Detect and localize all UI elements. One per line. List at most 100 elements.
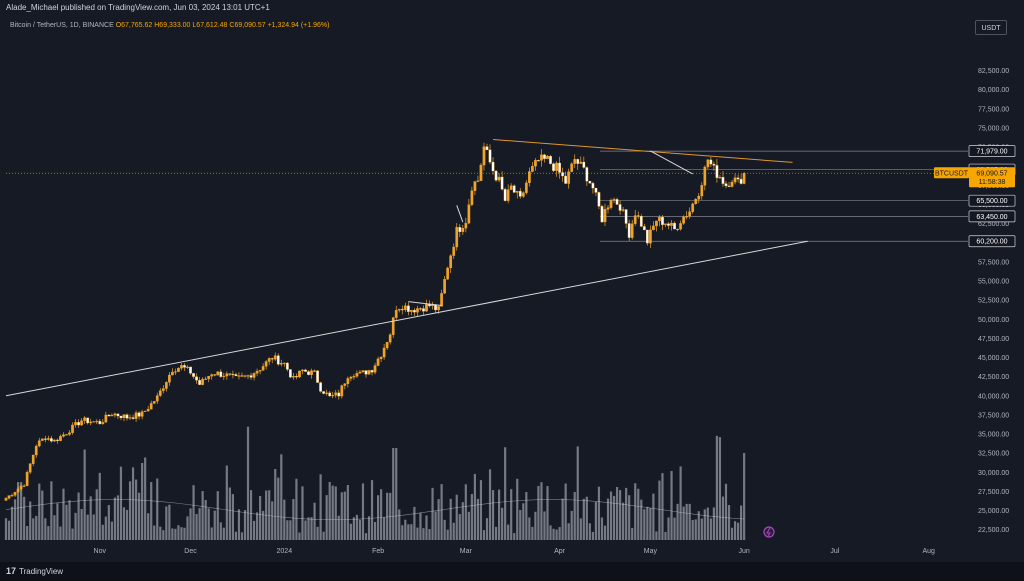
candle-body	[606, 207, 610, 210]
volume-bar	[549, 525, 552, 540]
volume-average-line	[5, 499, 745, 521]
volume-bar	[380, 489, 383, 540]
candle-body	[310, 370, 313, 375]
candle-body	[721, 177, 725, 184]
candle-body	[688, 211, 692, 217]
volume-bar	[240, 532, 244, 540]
volume-bar	[110, 521, 113, 540]
candle-body	[691, 203, 695, 212]
candle-body	[658, 216, 661, 222]
candle-body	[410, 310, 413, 312]
candle-body	[177, 367, 180, 372]
candle-body	[500, 176, 504, 190]
candle-body	[506, 189, 510, 201]
volume-bar	[736, 522, 740, 540]
volume-bar	[428, 529, 431, 540]
x-tick-label: 2024	[277, 548, 293, 555]
candle-body	[276, 355, 280, 365]
volume-bar	[561, 498, 564, 540]
volume-bar	[588, 523, 591, 540]
symbol-title[interactable]: Bitcoin / TetherUS, 1D, BINANCE	[10, 22, 114, 29]
volume-bar	[367, 516, 371, 540]
candle-body	[292, 376, 295, 378]
volume-bar	[679, 466, 682, 540]
candle-body	[633, 215, 637, 224]
volume-bar	[718, 437, 722, 540]
volume-bar	[606, 498, 610, 540]
candle-body	[661, 216, 664, 225]
volume-bar	[431, 487, 434, 540]
candle-body	[664, 223, 667, 225]
volume-bar	[337, 515, 340, 540]
candle-body	[406, 305, 410, 312]
volume-bar	[398, 509, 401, 540]
candle-body	[736, 177, 740, 180]
tradingview-logo[interactable]: 17 TradingView	[6, 566, 63, 576]
candle-body	[198, 380, 201, 385]
volume-bar	[334, 486, 337, 540]
volume-bar	[455, 494, 458, 540]
volume-bar	[555, 529, 558, 540]
currency-selector[interactable]: USDT	[975, 20, 1007, 35]
candle-body	[10, 495, 14, 497]
candle-body	[249, 375, 253, 378]
volume-bar	[395, 448, 398, 540]
candle-body	[712, 163, 716, 166]
candle-body	[727, 185, 731, 187]
x-tick-label: Dec	[184, 548, 197, 555]
volume-bar	[4, 518, 8, 540]
volume-bar	[631, 527, 634, 540]
volume-bar	[637, 488, 640, 540]
volume-bar	[712, 507, 715, 540]
candle-body	[391, 317, 395, 335]
volume-bar	[98, 472, 101, 540]
volume-bar	[168, 504, 171, 540]
volume-bar	[392, 447, 395, 540]
volume-bar	[62, 488, 65, 540]
volume-bar	[625, 487, 628, 540]
volume-bar	[576, 446, 579, 540]
candle-body	[540, 154, 543, 161]
symbol-tag-label: BTCUSDT	[935, 171, 969, 178]
y-tick-label: 45,000.00	[978, 355, 1009, 362]
volume-bar	[437, 499, 440, 540]
candle-body	[192, 373, 195, 377]
y-tick-label: 82,500.00	[978, 68, 1009, 75]
candle-body	[352, 376, 356, 378]
volume-bar	[673, 517, 676, 540]
volume-bar	[53, 515, 56, 540]
volume-bar	[32, 518, 35, 540]
candle-body	[367, 370, 371, 375]
volume-bar	[507, 524, 510, 540]
volume-bar	[119, 466, 123, 540]
volume-bar	[252, 520, 256, 540]
volume-bar	[35, 515, 38, 540]
candle-body	[47, 438, 50, 440]
candle-body	[95, 420, 99, 423]
candle-body	[697, 195, 701, 200]
volume-bar	[80, 508, 83, 540]
volume-bar	[564, 483, 567, 540]
candle-body	[140, 411, 144, 417]
candle-body	[416, 308, 419, 313]
candle-body	[443, 279, 446, 294]
volume-bar	[440, 484, 443, 540]
candle-body	[240, 375, 244, 377]
y-tick-label: 52,500.00	[978, 298, 1009, 305]
candle-body	[615, 199, 619, 205]
volume-bar	[615, 486, 619, 540]
candle-body	[168, 374, 171, 383]
candle-body	[376, 358, 380, 366]
volume-bar	[316, 526, 319, 540]
volume-bar	[295, 478, 298, 540]
candle-body	[546, 156, 549, 159]
candle-body	[110, 414, 114, 417]
volume-bar	[416, 527, 419, 540]
candle-body	[279, 363, 283, 365]
candle-body	[624, 209, 628, 224]
candle-body	[246, 375, 250, 377]
candle-body	[597, 192, 601, 207]
candle-body	[394, 310, 398, 318]
volume-bar	[603, 525, 607, 540]
